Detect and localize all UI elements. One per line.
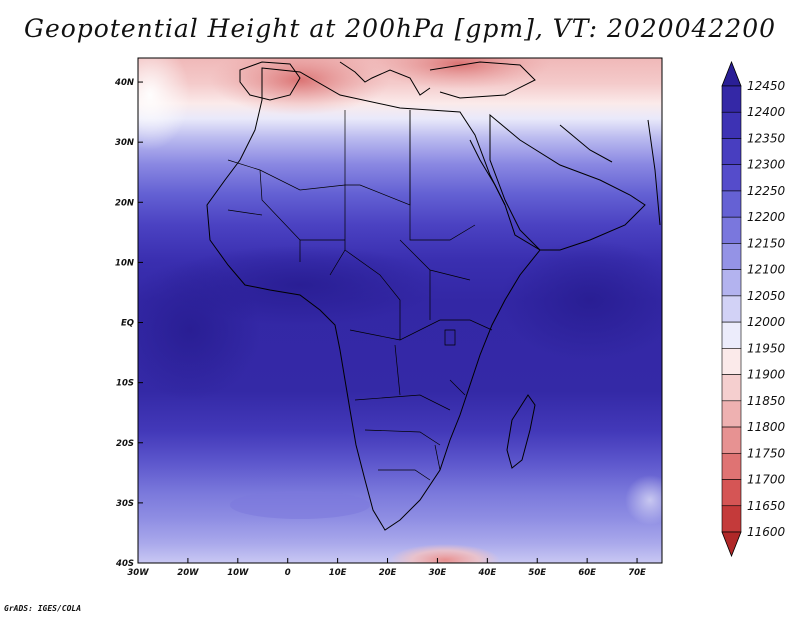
colorbar-label: 12400 xyxy=(747,105,786,119)
colorbar-label: 11700 xyxy=(747,473,786,487)
colorbar-label: 12100 xyxy=(747,263,786,277)
colorbar-label: 11600 xyxy=(747,525,786,539)
colorbar-top-arrow xyxy=(721,60,742,87)
colorbar-swatch xyxy=(721,111,742,139)
italy-balkans-coastline xyxy=(339,61,431,96)
colorbar-label: 12450 xyxy=(747,79,786,93)
colorbar-swatch xyxy=(721,348,742,375)
colorbar-swatch xyxy=(721,505,742,533)
persian-gulf xyxy=(559,124,613,163)
colorbar-swatch xyxy=(721,479,742,507)
colorbar-swatch xyxy=(721,374,742,402)
arabia-coastline xyxy=(489,113,646,251)
colorbar-swatch xyxy=(721,85,742,113)
colorbar-swatch xyxy=(721,190,742,218)
colorbar: 12450 12400 12350 12300 12250 12200 12150 12100… xyxy=(721,60,786,558)
colorbar-label: 12200 xyxy=(747,210,786,224)
colorbar-label: 11650 xyxy=(747,499,786,513)
lon-tick-label: 50E xyxy=(528,568,546,578)
colorbar-label: 11900 xyxy=(747,368,786,382)
lon-tick-label: 10W xyxy=(227,568,249,578)
lon-tick-label: 60E xyxy=(578,568,596,578)
colorbar-swatch xyxy=(721,216,742,244)
colorbar-label: 12350 xyxy=(747,131,786,145)
lon-tick-label: 20E xyxy=(379,568,397,578)
coastlines xyxy=(206,61,661,531)
lat-tick-label: 40N xyxy=(114,78,134,88)
plot-frame xyxy=(137,57,663,564)
colorbar-swatch xyxy=(721,295,742,323)
colorbar-swatch xyxy=(721,400,742,428)
anatolia-coastline xyxy=(429,61,536,99)
colorbar-label: 12150 xyxy=(747,236,786,250)
lat-tick-label: 30N xyxy=(115,138,134,148)
madagascar-coastline xyxy=(506,394,536,469)
colorbar-swatch xyxy=(721,164,742,192)
iberia-coastline xyxy=(239,61,301,101)
colorbar-label: 11800 xyxy=(747,420,786,434)
colorbar-swatch xyxy=(721,321,742,349)
lat-tick-label: 40S xyxy=(115,559,134,569)
red-sea xyxy=(469,139,506,206)
longitude-ticks: 30W 20W 10W 0 10E 20E 30E 40E 50E 60E 70E xyxy=(127,558,646,578)
height-field xyxy=(138,58,662,563)
colorbar-swatch xyxy=(721,426,742,454)
lat-tick-label: 20S xyxy=(116,439,134,449)
lon-tick-label: 40E xyxy=(478,568,497,578)
colorbar-swatch xyxy=(721,243,742,270)
lat-tick-label: EQ xyxy=(121,319,134,329)
lon-tick-label: 30E xyxy=(429,568,447,578)
lat-tick-label: 20N xyxy=(115,198,134,208)
lon-tick-label: 10E xyxy=(329,568,347,578)
lon-tick-label: 30W xyxy=(127,568,149,578)
colorbar-label: 11850 xyxy=(747,394,786,408)
india-coastline xyxy=(647,119,661,226)
lat-tick-label: 30S xyxy=(116,499,134,509)
colorbar-label: 12250 xyxy=(747,184,786,198)
country-borders xyxy=(227,110,493,481)
colorbar-label: 12300 xyxy=(747,158,786,172)
colorbar-bottom-arrow xyxy=(721,531,742,558)
latitude-ticks: 40N 30N 20N 10N EQ 10S 20S 30S 40S xyxy=(114,78,143,569)
credit-label: GrADS: IGES/COLA xyxy=(4,604,82,613)
colorbar-label: 12000 xyxy=(747,315,786,329)
colorbar-label: 11950 xyxy=(747,341,786,355)
colorbar-swatch xyxy=(721,138,742,166)
lon-tick-label: 0 xyxy=(285,568,291,578)
chart-title: Geopotential Height at 200hPa [gpm], VT:… xyxy=(23,14,777,43)
lat-tick-label: 10N xyxy=(115,258,134,268)
lon-tick-label: 70E xyxy=(628,568,646,578)
lon-tick-label: 20W xyxy=(177,568,199,578)
colorbar-label: 11750 xyxy=(747,446,786,460)
colorbar-label: 12050 xyxy=(747,289,786,303)
colorbar-swatch xyxy=(721,269,742,297)
colorbar-swatch xyxy=(721,452,742,480)
lat-tick-label: 10S xyxy=(116,379,134,389)
